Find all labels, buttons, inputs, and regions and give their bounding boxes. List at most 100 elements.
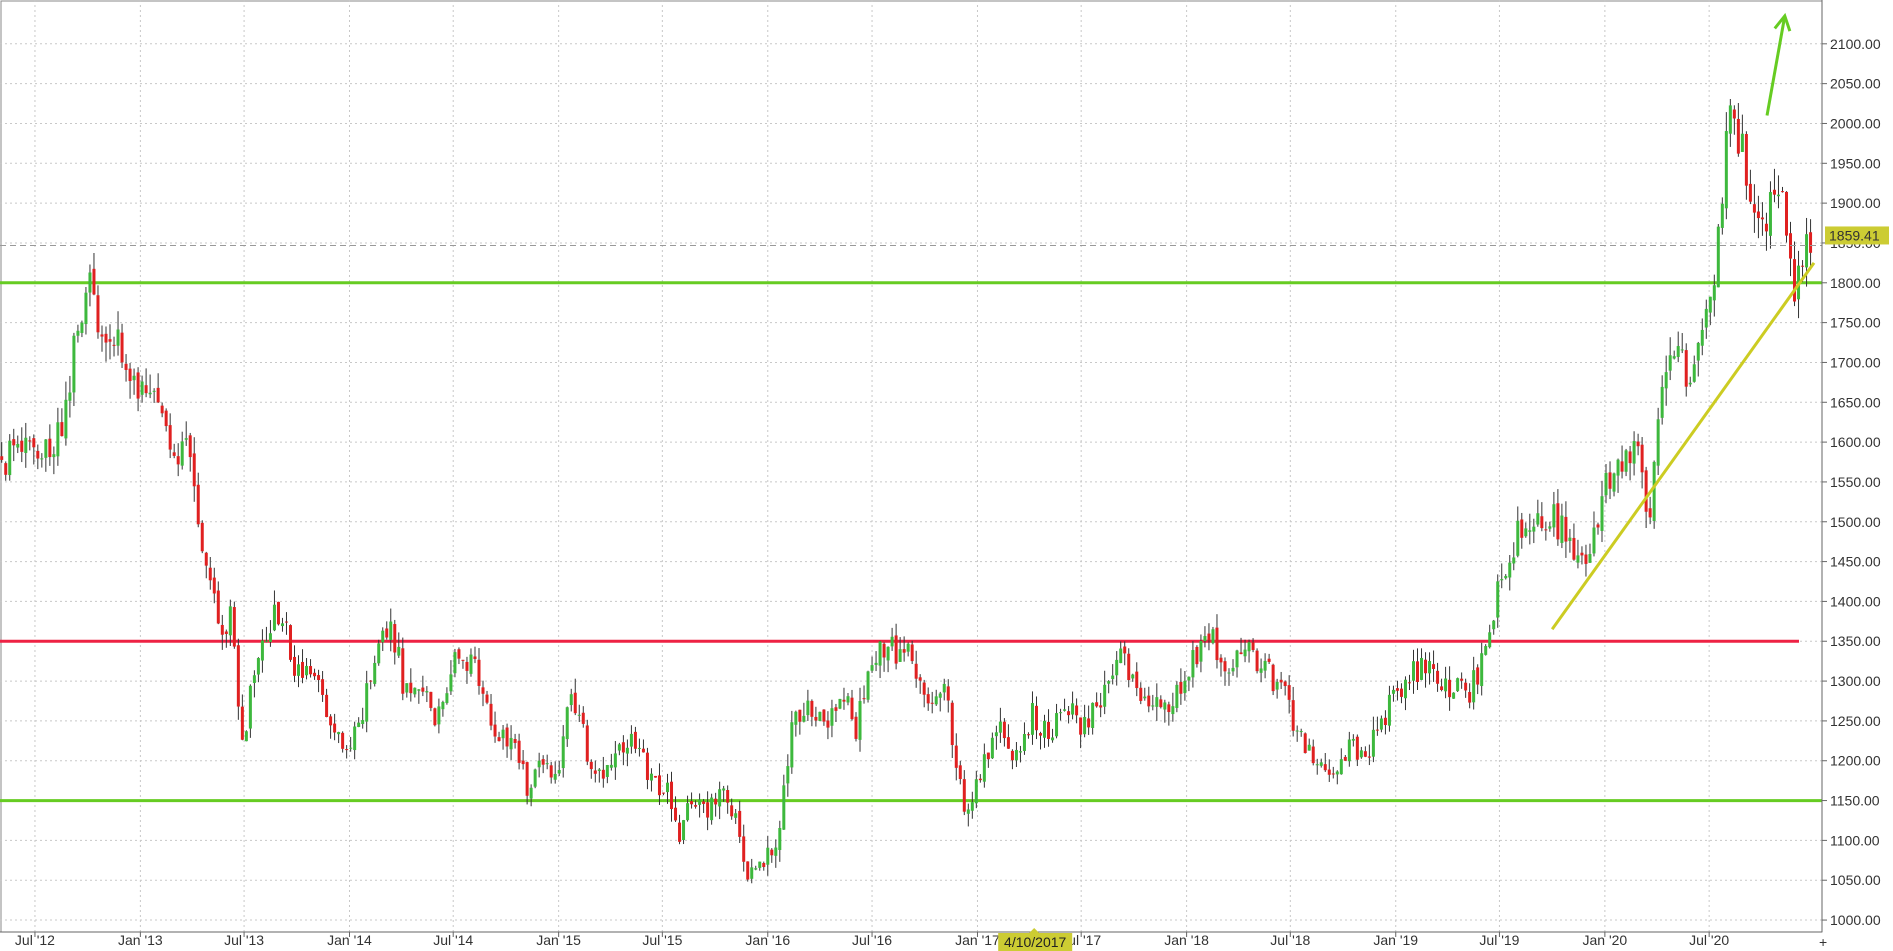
y-tick-label: 1800.00 (1830, 275, 1881, 291)
y-tick-label: 1150.00 (1830, 793, 1880, 809)
candle-body-down (341, 732, 345, 749)
candle (1540, 502, 1544, 532)
candle (1524, 522, 1528, 538)
candle (1247, 639, 1251, 663)
candle-body-down (946, 686, 950, 701)
candle (481, 680, 485, 707)
candle (621, 735, 625, 766)
candle-body-up (1043, 720, 1047, 738)
candle (1363, 746, 1367, 758)
x-tick-label: Jan '14 (327, 932, 372, 948)
candle (309, 659, 313, 678)
candle (1696, 341, 1700, 377)
candle (694, 800, 698, 809)
candle (144, 368, 148, 398)
candle-body-down (108, 339, 112, 342)
candle-body-down (541, 759, 545, 765)
candle-body-down (461, 659, 465, 661)
candle-body-down (1432, 664, 1436, 669)
candle-body-down (661, 792, 665, 794)
candle (1010, 749, 1014, 770)
candle (124, 354, 128, 382)
arrow-head (1773, 12, 1792, 32)
candle-body-up (1107, 681, 1111, 684)
candle-body-up (1339, 759, 1343, 775)
candle-body-down (1520, 519, 1524, 538)
candle-body-up (1472, 670, 1476, 703)
candle (1043, 714, 1047, 748)
candle (116, 311, 120, 356)
candle-body-up (637, 747, 641, 749)
candle-body-up (1175, 684, 1179, 708)
candle-body-up (64, 399, 68, 439)
candle (1612, 472, 1616, 497)
candle-body-down (1540, 516, 1544, 529)
candle (240, 694, 244, 741)
x-tick-label: Jul '20 (1689, 932, 1729, 948)
candle-body-down (1255, 650, 1259, 672)
candle-body-down (204, 552, 208, 566)
candle-body-up (84, 292, 88, 325)
candle (1420, 648, 1424, 681)
trend-line[interactable] (1550, 261, 1816, 631)
candle (573, 678, 577, 716)
candle-body-up (1347, 739, 1351, 762)
candle-body-up (397, 646, 401, 656)
candle (1307, 738, 1311, 751)
candle (710, 793, 714, 825)
candle-body-down (1793, 259, 1797, 302)
candle-body-up (88, 272, 92, 293)
candle (76, 324, 80, 343)
arrow-annotation[interactable] (1765, 12, 1792, 116)
candle-body-up (1692, 364, 1696, 382)
candle (349, 736, 353, 752)
candle-body-down (429, 691, 433, 708)
candle-body-up (1776, 194, 1780, 197)
candle (1171, 692, 1175, 722)
candle-body-down (1440, 686, 1444, 691)
candle-body-up (938, 693, 942, 698)
candle (678, 814, 682, 845)
candle-body-up (1716, 226, 1720, 288)
candle-body-up (305, 665, 309, 676)
candle (609, 753, 613, 771)
candle-body-up (152, 390, 156, 392)
candle-body-down (1239, 652, 1243, 655)
candle (597, 768, 601, 783)
candle-body-down (1167, 704, 1171, 713)
candle (108, 324, 112, 360)
candle-body-up (469, 654, 473, 674)
candle-body-up (1488, 632, 1492, 648)
candle-body-down (742, 836, 746, 862)
candle-body-down (1744, 134, 1748, 186)
candle (1207, 623, 1211, 651)
candle (156, 373, 160, 404)
candle (1500, 563, 1504, 589)
candle (1375, 716, 1379, 736)
candle (244, 730, 248, 742)
candle (890, 627, 894, 651)
candle (738, 800, 742, 844)
candle (1772, 168, 1776, 203)
candle-body-up (1191, 650, 1195, 678)
candle (521, 750, 525, 770)
candle-body-down (393, 624, 397, 653)
candle (224, 629, 228, 648)
candle-body-up (501, 729, 505, 739)
candle (369, 680, 373, 690)
candle-body-up (609, 764, 613, 768)
candle (750, 858, 754, 884)
crosshair-date-pointer (1029, 928, 1040, 933)
candle (1006, 724, 1010, 749)
candle-body-up (1171, 706, 1175, 715)
candle-body-up (76, 330, 80, 336)
candle (569, 688, 573, 712)
candle (1668, 337, 1672, 381)
candle (649, 768, 653, 792)
candle-body-up (577, 714, 581, 716)
candle (585, 719, 589, 766)
candle-body-down (694, 805, 698, 807)
candle-body-down (385, 628, 389, 638)
